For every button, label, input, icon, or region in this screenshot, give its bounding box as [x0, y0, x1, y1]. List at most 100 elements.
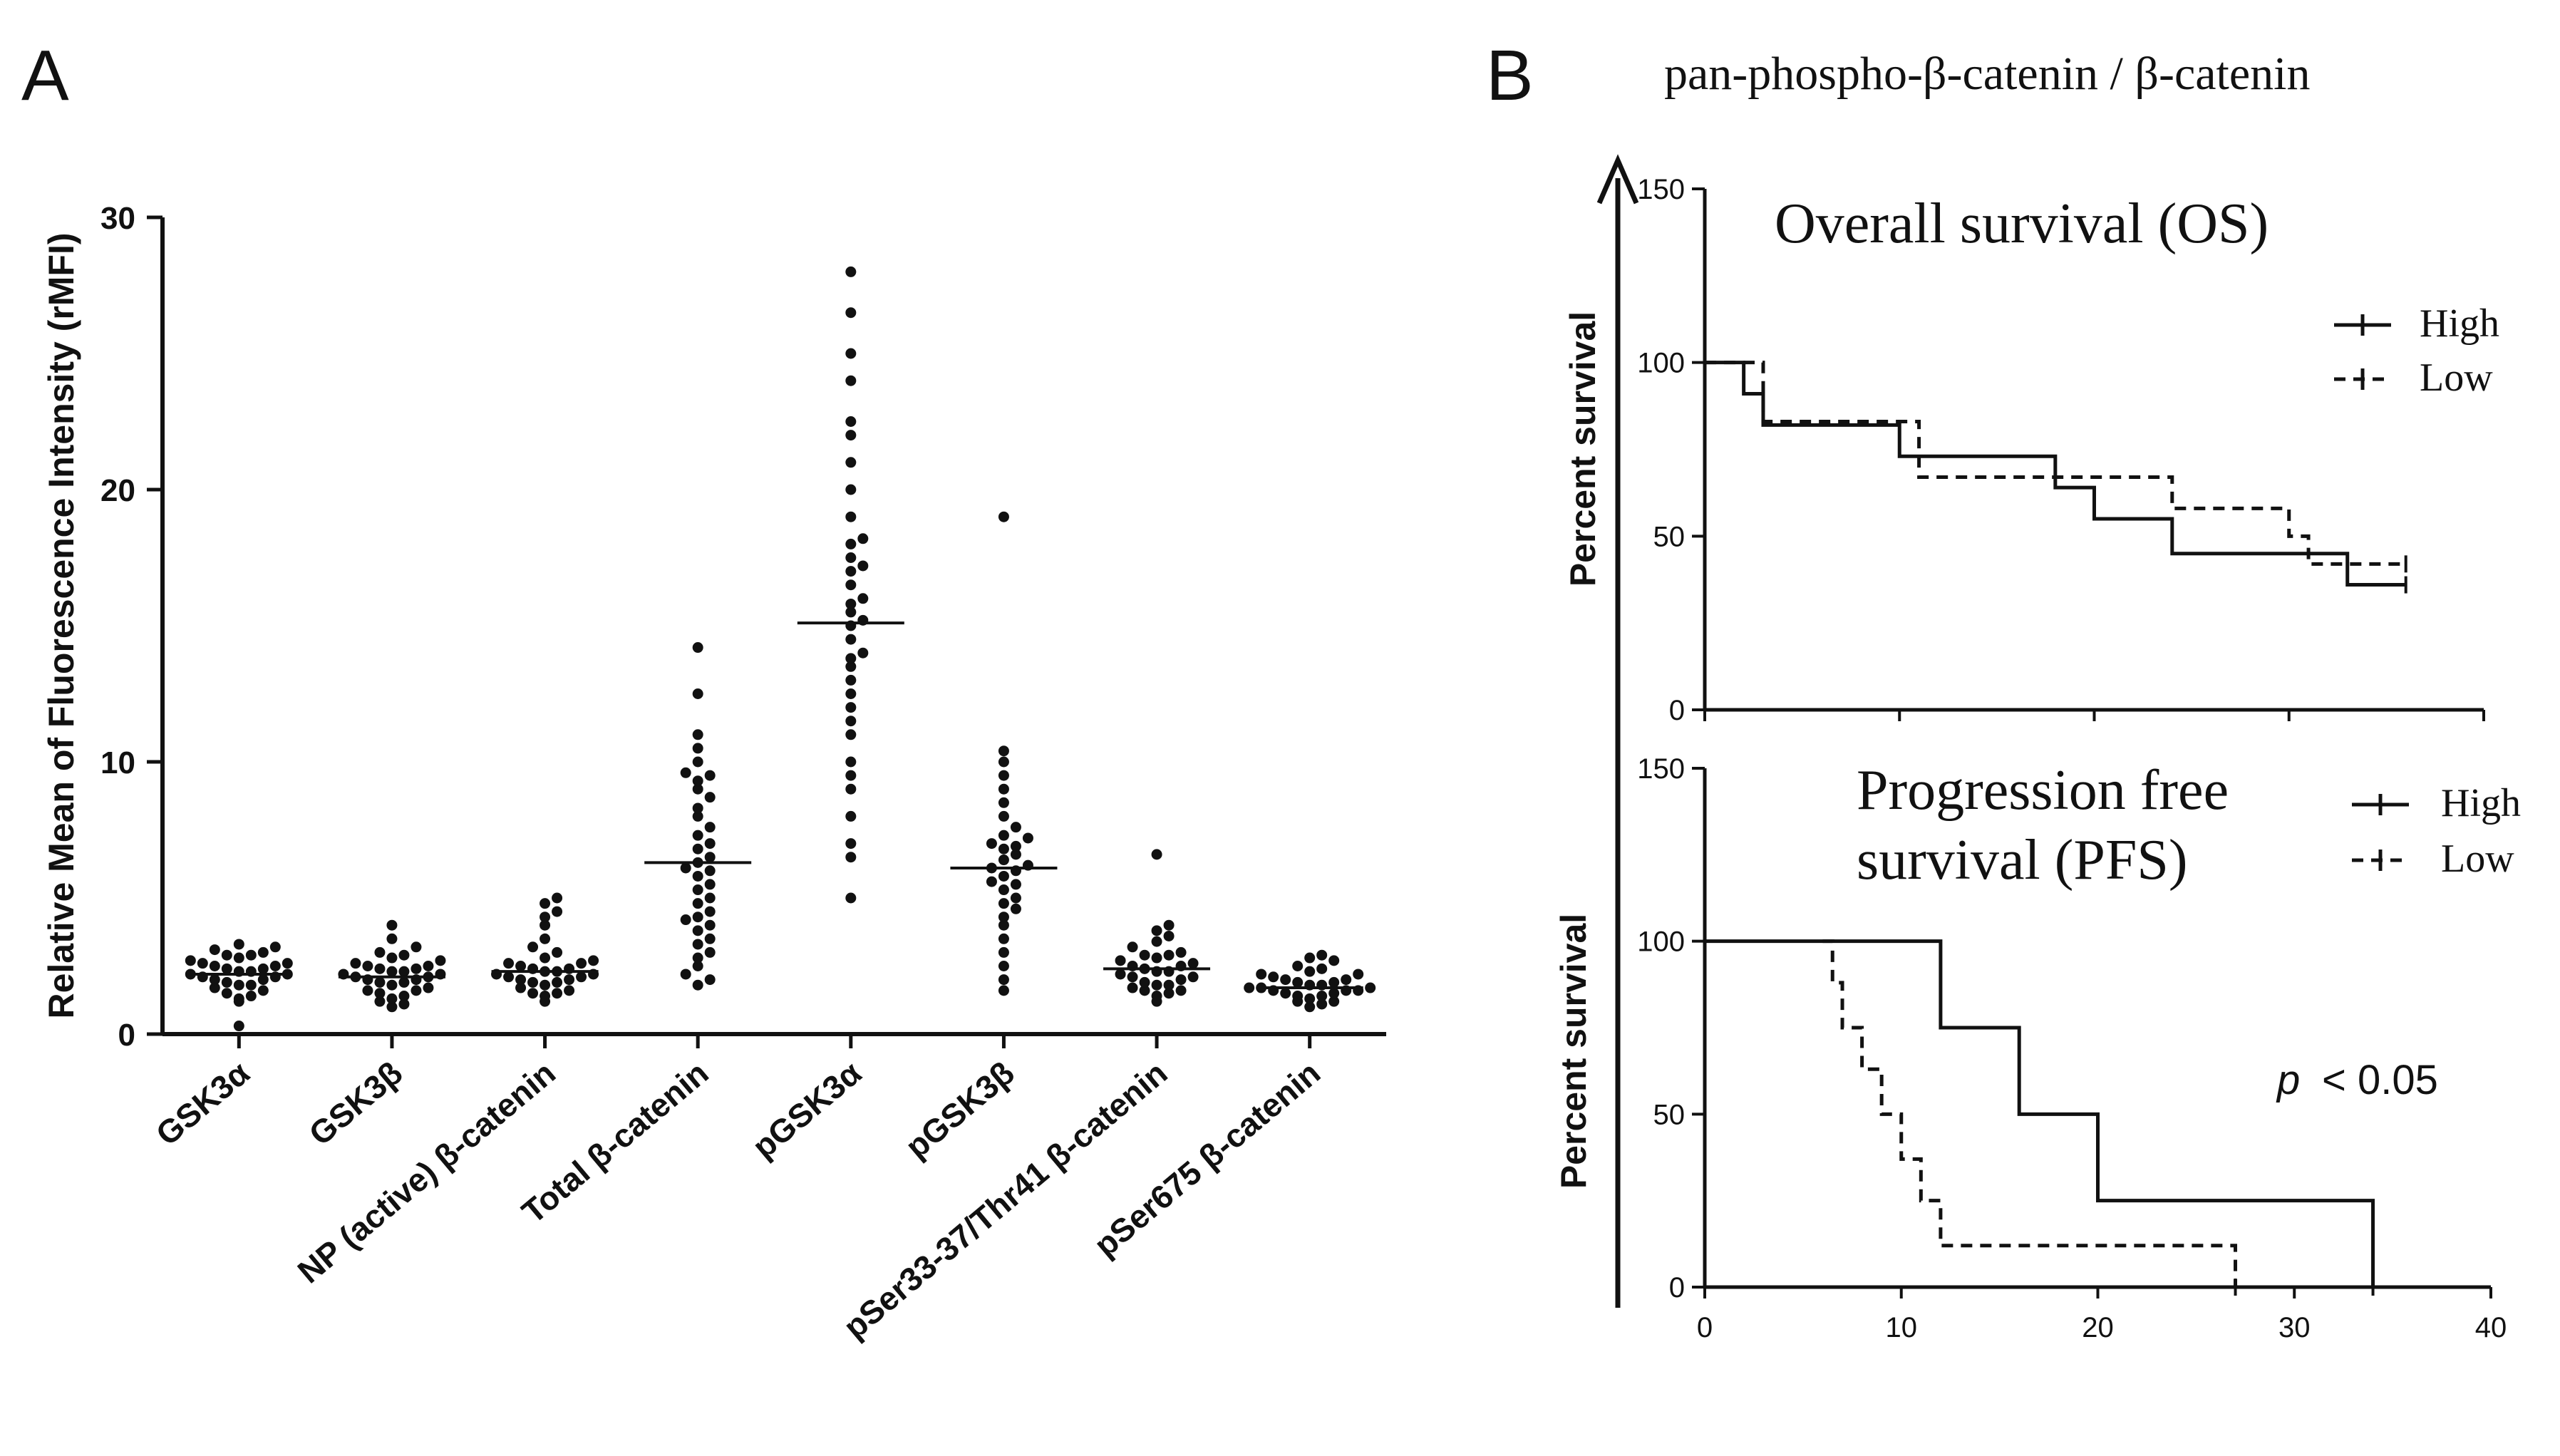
data-point [540, 979, 551, 991]
data-point [282, 958, 293, 969]
data-point [1244, 982, 1255, 993]
data-point [1353, 969, 1364, 980]
data-point [704, 838, 716, 850]
x-tick-label: NP (active) β-catenin [291, 1054, 562, 1291]
data-point [1268, 971, 1279, 983]
data-point [845, 783, 857, 795]
data-point [857, 560, 869, 572]
data-point [704, 770, 716, 781]
data-point [386, 979, 398, 991]
data-point [845, 416, 857, 427]
x-tick-label: 10 [1886, 1312, 1918, 1343]
data-point [998, 946, 1009, 958]
data-point [552, 946, 563, 958]
data-point [411, 963, 422, 974]
data-point [1187, 971, 1199, 983]
data-point [269, 961, 281, 971]
data-point [221, 949, 232, 961]
data-point [1022, 832, 1033, 844]
data-point [1256, 969, 1267, 980]
data-point [1328, 988, 1340, 999]
data-point [845, 348, 857, 359]
data-point [692, 743, 703, 754]
data-point [1010, 903, 1021, 914]
data-point [1292, 961, 1304, 971]
y-tick-label: 100 [1637, 348, 1685, 379]
data-point [221, 976, 232, 988]
data-point [845, 702, 857, 713]
data-point [540, 991, 551, 1002]
data-point [692, 756, 703, 768]
data-point [1151, 936, 1162, 947]
data-point [692, 830, 703, 841]
data-point [680, 862, 691, 874]
data-point [857, 533, 869, 544]
data-point [411, 985, 422, 996]
data-point [540, 912, 551, 923]
data-point [704, 892, 716, 904]
data-point [515, 982, 527, 993]
data-point [845, 307, 857, 319]
data-point [845, 653, 857, 664]
data-point [386, 1001, 398, 1013]
data-point [845, 634, 857, 645]
data-point [503, 971, 515, 983]
data-point [680, 914, 691, 926]
data-point [680, 767, 691, 778]
data-point [1316, 998, 1328, 1010]
data-point [998, 961, 1009, 971]
data-point [1280, 988, 1291, 999]
data-point [845, 810, 857, 822]
data-point [704, 919, 716, 931]
data-point [527, 941, 539, 953]
data-point [1010, 849, 1021, 860]
legend-high-label: High [2420, 301, 2499, 346]
data-point [845, 838, 857, 850]
km-curve-low [1822, 939, 2238, 1287]
data-point [998, 985, 1009, 996]
data-point [564, 985, 575, 996]
y-tick-label: 0 [1669, 695, 1685, 726]
data-point [692, 775, 703, 787]
chart-title-line-2: survival (PFS) [1857, 829, 2188, 892]
data-point [552, 976, 563, 988]
data-point [386, 952, 398, 964]
data-point [704, 879, 716, 890]
data-point [503, 958, 515, 969]
data-point [998, 919, 1009, 931]
data-point [1280, 974, 1291, 986]
data-point [233, 979, 244, 991]
data-point [423, 982, 434, 993]
data-point [845, 375, 857, 386]
x-tick-label: 30 [2278, 1312, 2311, 1343]
x-tick-label: 20 [2082, 1312, 2114, 1343]
data-point [515, 961, 527, 971]
data-point [540, 952, 551, 964]
data-point [692, 912, 703, 923]
data-point [692, 802, 703, 814]
data-point [269, 941, 281, 953]
data-point [435, 955, 446, 966]
data-point [998, 797, 1009, 808]
km-curve-high [1705, 939, 2375, 1287]
data-point [1187, 958, 1199, 969]
data-point [197, 958, 208, 969]
data-point [998, 855, 1009, 866]
data-point [857, 593, 869, 604]
data-point [527, 976, 539, 988]
data-point [209, 982, 220, 993]
shared-y-axis-arrowhead [1596, 154, 1639, 205]
data-point [1127, 982, 1138, 993]
data-point [845, 688, 857, 699]
data-point [257, 985, 269, 996]
data-point [1151, 925, 1162, 936]
data-point [845, 566, 857, 577]
data-point [411, 941, 422, 953]
data-point [1328, 955, 1340, 966]
data-point [857, 647, 869, 659]
data-point [845, 457, 857, 468]
data-point [257, 946, 269, 958]
data-point [845, 661, 857, 672]
data-point [845, 852, 857, 863]
data-point [998, 898, 1009, 909]
